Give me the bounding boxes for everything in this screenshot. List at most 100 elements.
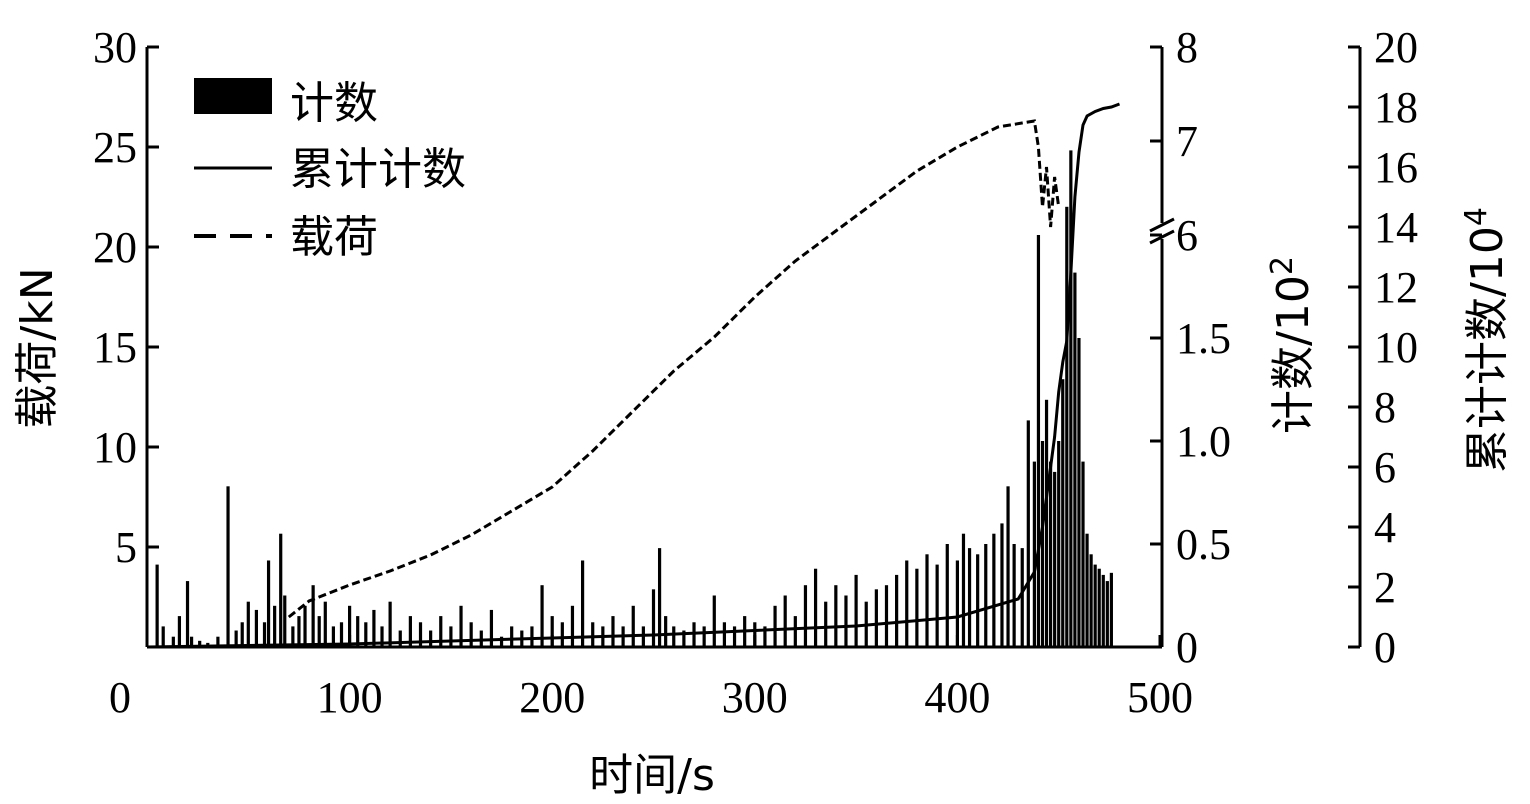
y-left-tick-label: 15 [93,323,137,372]
y-right2-tick-label: 6 [1374,443,1396,492]
count-bar [1048,461,1053,647]
y-right1-tick-label: 6 [1176,211,1198,260]
y-axis-right2-title: 累计计数/104 [1459,207,1513,473]
x-tick-label: 300 [722,673,788,722]
count-bar [1040,441,1045,647]
count-bar [824,601,828,647]
count-bar [722,622,727,647]
x-tick-label: 100 [317,673,383,722]
count-bar [935,564,939,647]
count-bar [469,622,473,647]
count-bar [1097,568,1101,647]
y-axis-left-title: 载荷/kN [12,267,63,428]
count-bar [611,616,615,647]
count-bar [262,622,267,647]
y-right1-tick-label: 0 [1176,623,1198,672]
count-bar [1053,471,1057,647]
count-bar [1044,399,1049,647]
count-bar [1093,564,1097,647]
count-bar [240,622,244,647]
y-right2-tick-label: 10 [1374,323,1418,372]
x-tick-label: 500 [1127,673,1193,722]
y-right2-tick-label: 12 [1374,263,1418,312]
count-bar [489,609,494,647]
count-bar [254,609,259,647]
count-bar [297,616,301,647]
y-right2-tick-label: 4 [1374,503,1396,552]
count-bar [429,630,433,647]
count-bar [664,616,668,647]
count-bar [854,574,858,647]
count-bar [177,616,182,647]
count-bar [895,574,899,647]
count-bar [1109,572,1113,647]
count-bar [992,533,996,647]
count-bar [803,585,808,647]
count-bar [651,589,656,647]
count-bar [631,605,635,647]
count-bar [161,626,165,647]
count-bar [510,626,514,647]
y-right1-tick-label: 1.5 [1176,314,1231,363]
count-bar [945,544,949,647]
y-left-tick-label: 30 [93,23,137,72]
y-right2-tick-label: 14 [1374,203,1418,252]
y-left-tick-label: 10 [93,423,137,472]
count-bar [198,640,202,647]
y-right2-tick-label: 20 [1374,23,1418,72]
x-axis-title: 时间/s [589,750,715,801]
count-bar [1069,150,1073,647]
y-right2-tick-label: 0 [1374,623,1396,672]
count-bar [171,636,175,647]
count-bar [1057,441,1061,647]
y-left-tick-label: 25 [93,123,137,172]
count-bar [439,616,443,647]
count-bar [279,533,283,647]
legend-label-cumulative: 累计计数 [290,144,466,195]
y-right1-tick-label: 1.0 [1176,417,1231,466]
count-bar [1073,272,1077,647]
count-bar [925,554,929,647]
legend-label-load: 载荷 [290,212,378,263]
x-tick-label: 400 [924,673,990,722]
count-bar [216,636,220,647]
count-bar [380,626,384,647]
y-right2-tick-label: 2 [1374,563,1396,612]
count-bar [976,554,980,647]
legend: 计数 累计计数 载荷 [194,78,466,263]
count-bar [1081,461,1085,647]
count-bar [189,636,194,647]
count-bar [915,568,919,647]
count-bar [955,560,959,647]
count-bar [1065,206,1069,648]
legend-label-count: 计数 [290,78,378,129]
count-bar [266,560,271,647]
count-bar [732,626,737,647]
count-bar [459,605,463,647]
count-bar [317,616,321,647]
y-right2-tick-label: 16 [1374,143,1418,192]
count-bar [530,626,534,647]
count-bar [834,585,838,647]
count-bar [1020,548,1024,647]
count-bar [1101,574,1105,647]
count-bar [155,564,159,647]
count-bar [185,581,190,647]
count-bar [356,616,360,647]
count-bar [1089,554,1093,647]
count-bar [1032,461,1036,647]
count-bar [283,595,287,647]
count-bar [1036,235,1041,647]
count-bar [311,585,315,647]
count-bar [540,585,544,647]
count-bar [682,630,686,647]
y-right1-tick-label: 8 [1176,23,1198,72]
axis-break-mark [1149,217,1175,233]
count-bar [348,605,352,647]
count-bar [364,622,368,647]
x-tick-label: 200 [519,673,585,722]
count-bar [291,626,295,647]
count-bar [844,595,848,647]
axis-break-mark [1149,229,1175,245]
y-right2-tick-label: 18 [1374,83,1418,132]
